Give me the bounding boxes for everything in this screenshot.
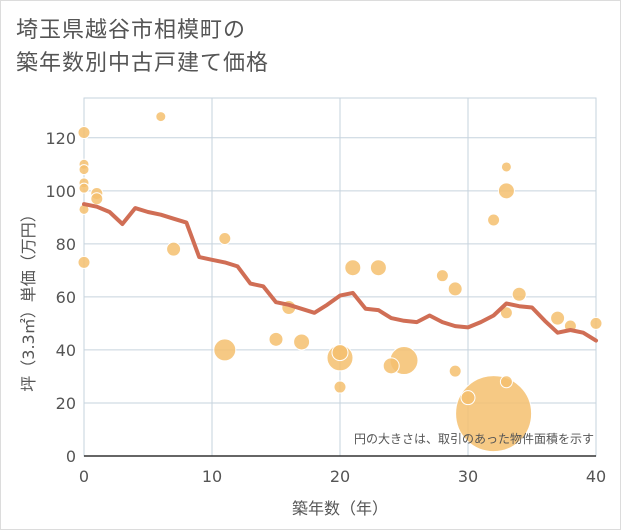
x-tick-label: 30 [458, 467, 478, 486]
scatter-point [331, 344, 349, 362]
y-tick-label: 40 [56, 341, 76, 360]
scatter-point [293, 333, 311, 351]
scatter-point [500, 161, 512, 173]
y-tick-label: 80 [56, 235, 76, 254]
scatter-point [90, 192, 104, 206]
chart-title-line2: 築年数別中古戸建て価格 [16, 51, 270, 76]
scatter-point [497, 182, 515, 200]
scatter-point [268, 331, 284, 347]
scatter-point [499, 375, 513, 389]
axes: 0 10 20 30 40 0 20 40 60 80 100 120 [45, 129, 606, 486]
scatter-point [448, 364, 462, 378]
scatter-point [447, 281, 463, 297]
scatter-point [78, 164, 90, 176]
scatter-point [460, 390, 476, 406]
x-tick-label: 10 [202, 467, 222, 486]
scatter-point [333, 380, 347, 394]
y-tick-label: 0 [66, 447, 76, 466]
scatter-point [499, 306, 513, 320]
y-tick-label: 120 [45, 129, 76, 148]
grid-lines [83, 97, 597, 457]
scatter-point [511, 286, 527, 302]
scatter-point [369, 259, 387, 277]
scatter-point [382, 357, 400, 375]
scatter-point [213, 338, 237, 362]
scatter-point [435, 269, 449, 283]
scatter-point [77, 125, 91, 139]
trend-line-group [82, 202, 598, 343]
y-tick-label: 20 [56, 394, 76, 413]
scatter-point [344, 259, 362, 277]
chart-title: 埼玉県越谷市相模町の 築年数別中古戸建て価格 [16, 14, 269, 80]
scatter-point [77, 255, 91, 269]
scatter-points [77, 111, 603, 453]
x-axis-label: 築年数（年） [292, 499, 388, 518]
scatter-point [487, 213, 501, 227]
chart-title-line1: 埼玉県越谷市相模町の [16, 18, 247, 43]
x-tick-label: 0 [79, 467, 89, 486]
y-axis-label: 坪（3.3㎡）単価（万円） [19, 206, 38, 391]
scatter-point [550, 310, 566, 326]
scatter-point [78, 182, 90, 194]
trend-line [82, 202, 598, 343]
scatter-point [589, 316, 603, 330]
scatter-point [218, 232, 232, 246]
size-annotation: 円の大きさは、取引のあった物件面積を示す [354, 431, 594, 446]
scatter-point [166, 241, 182, 257]
x-tick-label: 20 [330, 467, 350, 486]
y-tick-label: 100 [45, 182, 76, 201]
scatter-point [155, 111, 167, 123]
y-tick-label: 60 [56, 288, 76, 307]
x-tick-label: 40 [586, 467, 606, 486]
